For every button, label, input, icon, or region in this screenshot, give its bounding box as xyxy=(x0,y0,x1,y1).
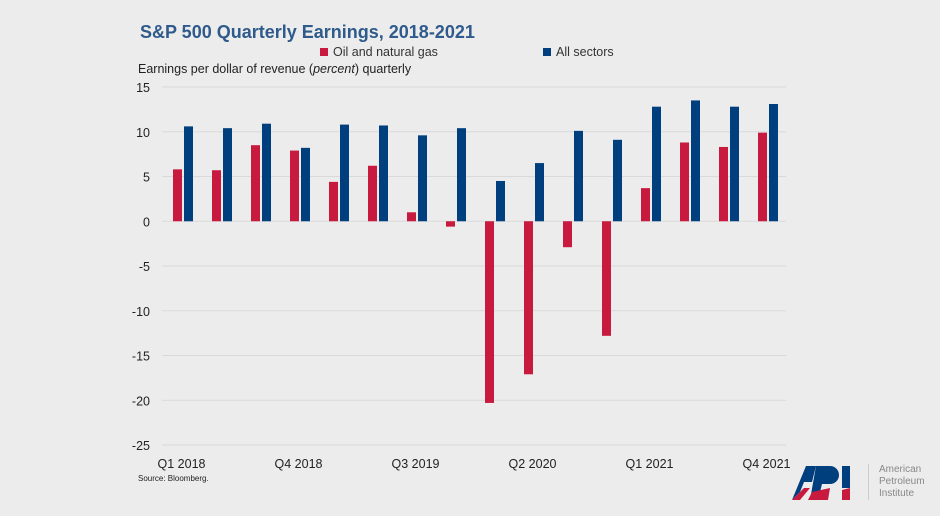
y-tick-label: -20 xyxy=(132,394,150,408)
x-tick-label: Q4 2018 xyxy=(275,457,323,471)
bar-oil-gas xyxy=(329,181,338,222)
bar-all-sectors xyxy=(457,128,466,222)
bar-oil-gas xyxy=(758,132,767,222)
y-tick-label: -15 xyxy=(132,350,150,364)
bar-all-sectors xyxy=(340,124,349,222)
bar-all-sectors xyxy=(496,180,505,222)
y-tick-label: 15 xyxy=(136,81,150,95)
bar-all-sectors xyxy=(418,135,427,222)
x-tick-label: Q1 2021 xyxy=(626,457,674,471)
legend-label: All sectors xyxy=(556,45,614,59)
bar-all-sectors xyxy=(379,125,388,222)
legend-label: Oil and natural gas xyxy=(333,45,438,59)
y-axis-label: Earnings per dollar of revenue (percent)… xyxy=(138,62,412,76)
bar-oil-gas xyxy=(212,170,221,222)
bar-all-sectors xyxy=(613,139,622,222)
bar-oil-gas xyxy=(602,221,611,336)
chart-title: S&P 500 Quarterly Earnings, 2018-2021 xyxy=(140,22,475,42)
x-tick-label: Q1 2018 xyxy=(158,457,206,471)
bar-oil-gas xyxy=(251,145,260,222)
bar-oil-gas xyxy=(173,169,182,222)
bar-oil-gas xyxy=(407,212,416,222)
y-tick-label: 5 xyxy=(143,171,150,185)
bar-oil-gas xyxy=(524,221,533,375)
bar-all-sectors xyxy=(535,163,544,222)
y-tick-label: -10 xyxy=(132,305,150,319)
bar-oil-gas xyxy=(290,150,299,222)
legend-item-oil: Oil and natural gas xyxy=(320,45,438,59)
bar-all-sectors xyxy=(730,106,739,222)
bar-all-sectors xyxy=(184,126,193,222)
bar-oil-gas xyxy=(680,142,689,222)
bar-all-sectors xyxy=(301,147,310,222)
api-logo-mark xyxy=(792,466,850,500)
bar-oil-gas xyxy=(719,146,728,222)
bar-all-sectors xyxy=(574,130,583,222)
y-tick-label: 10 xyxy=(136,126,150,140)
bar-oil-gas xyxy=(485,221,494,403)
legend-swatch xyxy=(543,48,551,56)
bar-all-sectors xyxy=(262,123,271,222)
x-tick-label: Q4 2021 xyxy=(743,457,791,471)
bar-oil-gas xyxy=(446,221,455,227)
source-note: Source: Bloomberg. xyxy=(138,474,209,483)
api-logo-text: American Petroleum Institute xyxy=(868,464,925,500)
legend-swatch xyxy=(320,48,328,56)
bar-all-sectors xyxy=(223,128,232,222)
y-tick-label: -5 xyxy=(139,260,150,274)
bar-oil-gas xyxy=(563,221,572,248)
x-tick-label: Q2 2020 xyxy=(509,457,557,471)
bar-all-sectors xyxy=(652,106,661,222)
legend-item-all: All sectors xyxy=(543,45,614,59)
bar-all-sectors xyxy=(691,100,700,222)
bar-oil-gas xyxy=(368,165,377,222)
y-tick-label: 0 xyxy=(143,215,150,229)
api-logo: American Petroleum Institute xyxy=(790,462,925,502)
bar-oil-gas xyxy=(641,188,650,222)
y-tick-label: -25 xyxy=(132,439,150,453)
bar-all-sectors xyxy=(769,104,778,222)
x-tick-label: Q3 2019 xyxy=(392,457,440,471)
